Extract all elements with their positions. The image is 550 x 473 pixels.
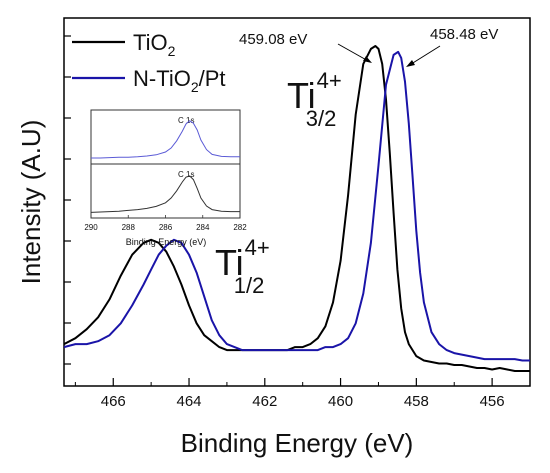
inset-x-tick-label: 288 [122, 223, 136, 232]
inset-top-label: C 1s [178, 116, 194, 125]
x-tick-label: 464 [177, 393, 202, 410]
inset-series [90, 120, 240, 213]
series-line-1 [63, 50, 530, 362]
y-axis-label: Intensity (A.U) [16, 120, 46, 285]
inset-x-tick-label: 286 [159, 223, 173, 232]
series-line-0 [63, 45, 530, 372]
inset-chart: C 1s C 1s 290 288 286 284 282 Binding Energy… [84, 109, 247, 247]
legend: TiO2 N-TiO2/Pt [72, 30, 226, 95]
inset-bottom-label: C 1s [178, 170, 194, 179]
inset-x-tick-label: 282 [233, 223, 247, 232]
inset-x-tick-label: 290 [84, 223, 98, 232]
annotation-458-48: 458.48 eV [430, 26, 498, 43]
series-layer [63, 45, 530, 372]
inset-x-tick-label: 284 [196, 223, 210, 232]
annotation-arrowhead-458-48 [406, 60, 415, 67]
legend-label-tio2: TiO2 [133, 30, 176, 59]
plot-frame [63, 17, 531, 387]
x-tick-label: 458 [404, 393, 429, 410]
x-tick-label: 456 [480, 393, 505, 410]
x-tick-label: 466 [101, 393, 126, 410]
annotation-arrowhead-459-08 [363, 56, 372, 63]
inset-x-axis-label: Binding Energy (eV) [126, 237, 207, 247]
annotation-459-08: 459.08 eV [239, 31, 307, 48]
x-tick-label: 462 [252, 393, 277, 410]
y-axis-ticks [64, 35, 71, 365]
ti-1-2-label: Ti4+ 1/2 [215, 235, 270, 298]
x-tick-label: 460 [328, 393, 353, 410]
legend-label-ntio2pt: N-TiO2/Pt [133, 66, 226, 95]
x-axis-ticks: 466 464 462 460 458 456 [74, 378, 531, 410]
x-axis-label: Binding Energy (eV) [181, 428, 414, 458]
inset-series-line-0 [91, 120, 240, 159]
inset-x-ticks: 290 288 286 284 282 [84, 215, 247, 232]
ti-3-2-label: Ti4+ 3/2 [287, 68, 342, 131]
inset-series-line-1 [90, 175, 240, 213]
